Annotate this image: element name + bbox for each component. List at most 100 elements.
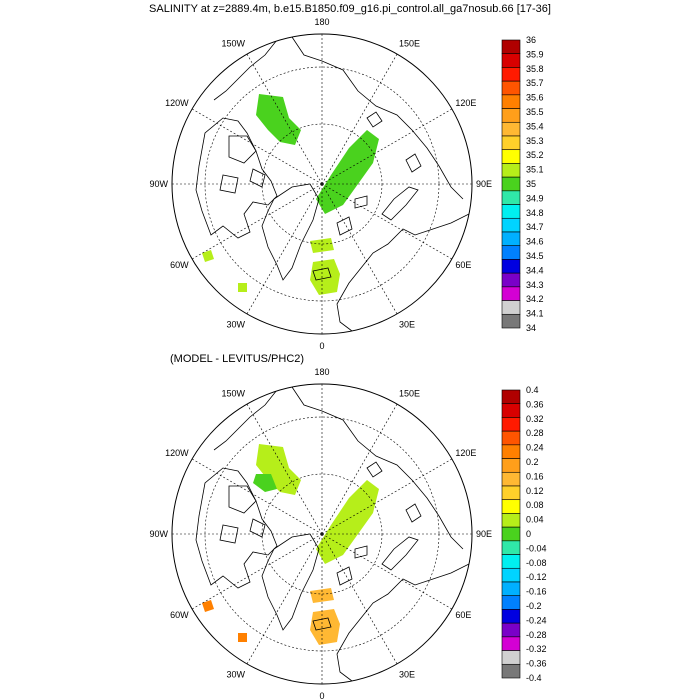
meridian-line [321,458,453,535]
colorbar-tick-label: 0.08 [526,500,544,510]
colorbar-swatch [501,204,521,219]
colorbar-swatch [501,135,521,151]
latitude-circle [204,416,440,652]
lon-tick-label: 90E [476,179,492,189]
meridian-line [191,108,323,185]
colorbar-tick-label: 35.2 [526,150,544,160]
colorbar-tick-label: 34.7 [526,222,544,232]
lon-tick-label: 60W [170,260,189,270]
colorbar-tick-label: 35 [526,179,536,189]
lon-tick-label: 150W [221,39,245,49]
meridian-line [246,183,323,315]
colorbar-tick-label: 36 [526,35,536,45]
colorbar-swatch [501,259,521,274]
lon-tick-label: 150W [221,389,245,399]
colorbar-swatch [501,121,521,137]
coastline-fjl [354,545,368,559]
map-panel-2: (MODEL - LEVITUS/PHC2) 180 150E 120E 90E 60E 3… [149,353,546,700]
colorbar-tick-label: -0.2 [526,601,542,611]
colorbar-swatch [501,458,521,473]
colorbar-tick-label: 0.28 [526,428,544,438]
coastline-eurasia [336,213,470,332]
colorbar-swatch [501,663,521,679]
colorbar-swatch [501,609,521,624]
data-region-0 [256,94,301,145]
colorbar-swatch [501,554,521,569]
colorbar-swatch [501,513,521,528]
colorbar-swatch [501,39,521,55]
colorbar: 36 35.9 35.8 35.7 35.6 35.5 35.4 35.3 35.2 35.1 35… [501,35,544,333]
meridian-line [246,53,323,185]
coastline-nsi [366,111,383,128]
colorbar-swatch [501,94,521,109]
colorbar-tick-label: -0.08 [526,558,547,568]
colorbar-tick-label: 0.36 [526,399,544,409]
coastline-canada [195,117,278,239]
meridian-line [321,403,398,535]
data-region-1 [253,474,277,492]
latitude-circle [204,66,440,302]
coastline-eurasia [336,563,470,682]
coastline-severnaya [405,503,422,523]
colorbar-tick-label: 35.9 [526,49,544,59]
coastline-svalbard [336,216,353,236]
colorbar-tick-label: -0.16 [526,587,547,597]
data-region-2 [316,480,379,564]
chart-title: SALINITY at z=2889.4m, b.e15.B1850.f09_g… [149,3,551,15]
colorbar-tick-label: -0.04 [526,543,547,553]
colorbar-tick-label: -0.4 [526,673,542,683]
coastline-arch1 [228,485,257,514]
data-region-1 [316,130,379,214]
colorbar-tick-label: -0.32 [526,644,547,654]
data-region-3 [310,259,340,295]
lon-tick-label: 120E [455,98,476,108]
colorbar-tick-label: 34.8 [526,208,544,218]
meridian-line [191,458,323,535]
colorbar-swatch [501,389,521,405]
colorbar-swatch [501,286,521,301]
coastline-nsi [366,461,383,478]
colorbar-tick-label: 34 [526,323,536,333]
map-area [172,34,472,334]
coastline-greenland [261,183,320,281]
colorbar-swatch [501,595,521,610]
colorbar-tick-label: 34.1 [526,309,544,319]
colorbar-tick-label: 35.4 [526,121,544,131]
colorbar-tick-label: 35.1 [526,165,544,175]
map-boundary [171,383,473,685]
coastline-iceland [312,267,332,281]
meridian-line [321,183,398,315]
colorbar-tick-label: -0.12 [526,572,547,582]
colorbar-tick-label: 34.4 [526,265,544,275]
map-boundary [171,33,473,335]
colorbar-swatch [501,272,521,288]
meridian-line [321,533,398,665]
lon-tick-label: 0 [319,341,324,351]
colorbar-swatch [501,313,521,329]
colorbar-swatch [501,471,521,487]
colorbar-tick-label: 0.2 [526,457,539,467]
lon-tick-label: 60E [455,610,471,620]
meridian-line [321,533,453,610]
colorbar-swatch [501,149,521,164]
coastline-novaya [381,186,419,221]
colorbar-swatch [501,67,521,82]
colorbar-swatch [501,403,521,418]
colorbar-swatch [501,581,521,597]
colorbar-swatch [501,80,521,96]
meridian-line [321,183,453,260]
colorbar-swatch [501,217,521,233]
coastline-siberia [291,386,464,550]
lon-tick-label: 120W [165,448,189,458]
colorbar-tick-label: -0.36 [526,659,547,669]
coastline-greenland [261,533,320,631]
colorbar-tick-label: 34.2 [526,294,544,304]
colorbar-tick-label: -0.28 [526,630,547,640]
colorbar-swatch [501,176,521,192]
colorbar-tick-label: 35.7 [526,78,544,88]
colorbar-tick-label: 0.32 [526,414,544,424]
map-area [172,384,472,684]
data-region-4 [310,609,340,645]
coastline-siberia [291,36,464,200]
